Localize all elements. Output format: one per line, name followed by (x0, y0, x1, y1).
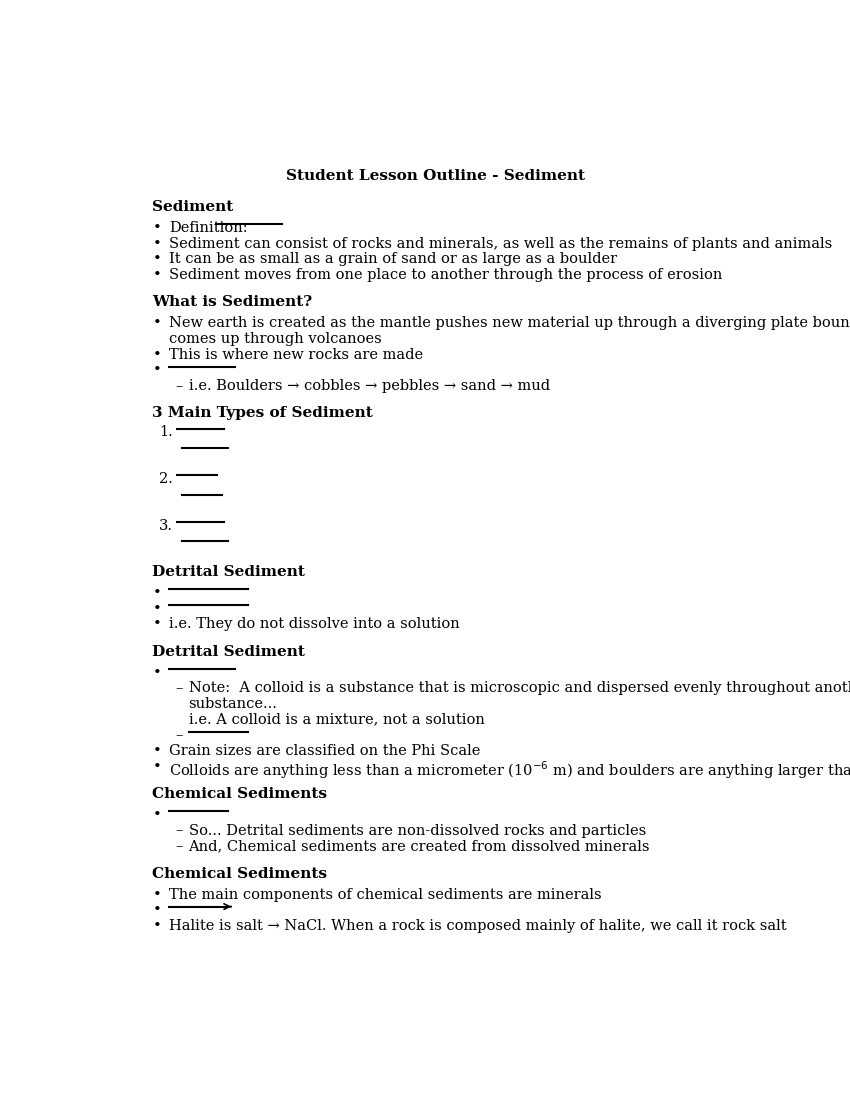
Text: •: • (152, 807, 162, 822)
Text: Sediment: Sediment (152, 200, 234, 214)
Text: •: • (152, 666, 162, 680)
Text: New earth is created as the mantle pushes new material up through a diverging pl: New earth is created as the mantle pushe… (169, 316, 850, 330)
Text: •: • (152, 236, 162, 251)
Text: Colloids are anything less than a micrometer (10$^{-6}$ m) and boulders are anyt: Colloids are anything less than a microm… (169, 760, 850, 781)
Text: i.e. A colloid is a mixture, not a solution: i.e. A colloid is a mixture, not a solut… (189, 713, 484, 727)
Text: –: – (175, 728, 183, 743)
Text: –: – (175, 681, 183, 695)
Text: •: • (152, 744, 162, 758)
Text: Grain sizes are classified on the Phi Scale: Grain sizes are classified on the Phi Sc… (169, 744, 480, 758)
Text: –: – (175, 378, 183, 393)
Text: What is Sediment?: What is Sediment? (152, 296, 313, 309)
Text: •: • (152, 903, 162, 917)
Text: 2.: 2. (159, 472, 173, 486)
Text: –: – (175, 824, 183, 837)
Text: 3.: 3. (159, 519, 173, 532)
Text: Chemical Sediments: Chemical Sediments (152, 867, 327, 881)
Text: Detrital Sediment: Detrital Sediment (152, 645, 305, 659)
Text: 3 Main Types of Sediment: 3 Main Types of Sediment (152, 406, 373, 420)
Text: i.e. They do not dissolve into a solution: i.e. They do not dissolve into a solutio… (169, 617, 460, 631)
Text: The main components of chemical sediments are minerals: The main components of chemical sediment… (169, 888, 602, 902)
Text: –: – (175, 839, 183, 854)
Text: •: • (152, 268, 162, 282)
Text: Sediment moves from one place to another through the process of erosion: Sediment moves from one place to another… (169, 268, 722, 282)
Text: This is where new rocks are made: This is where new rocks are made (169, 348, 423, 362)
Text: And, Chemical sediments are created from dissolved minerals: And, Chemical sediments are created from… (189, 839, 650, 854)
Text: •: • (152, 888, 162, 902)
Text: •: • (152, 760, 162, 773)
Text: Definition:: Definition: (169, 221, 247, 235)
Text: Halite is salt → NaCl. When a rock is composed mainly of halite, we call it rock: Halite is salt → NaCl. When a rock is co… (169, 918, 786, 933)
Text: •: • (152, 221, 162, 235)
Text: So... Detrital sediments are non-dissolved rocks and particles: So... Detrital sediments are non-dissolv… (189, 824, 646, 837)
Text: Sediment can consist of rocks and minerals, as well as the remains of plants and: Sediment can consist of rocks and minera… (169, 236, 832, 251)
Text: •: • (152, 363, 162, 377)
Text: Student Lesson Outline - Sediment: Student Lesson Outline - Sediment (286, 169, 585, 184)
Text: •: • (152, 918, 162, 933)
Text: •: • (152, 348, 162, 362)
Text: substance...: substance... (189, 697, 277, 711)
Text: comes up through volcanoes: comes up through volcanoes (169, 332, 382, 345)
Text: •: • (152, 252, 162, 266)
Text: It can be as small as a grain of sand or as large as a boulder: It can be as small as a grain of sand or… (169, 252, 617, 266)
Text: •: • (152, 602, 162, 616)
Text: Detrital Sediment: Detrital Sediment (152, 565, 305, 580)
Text: •: • (152, 617, 162, 631)
Text: Note:  A colloid is a substance that is microscopic and dispersed evenly through: Note: A colloid is a substance that is m… (189, 681, 850, 695)
Text: 1.: 1. (159, 426, 173, 440)
Text: •: • (152, 316, 162, 330)
Text: i.e. Boulders → cobbles → pebbles → sand → mud: i.e. Boulders → cobbles → pebbles → sand… (189, 378, 550, 393)
Text: •: • (152, 586, 162, 600)
Text: Chemical Sediments: Chemical Sediments (152, 788, 327, 801)
